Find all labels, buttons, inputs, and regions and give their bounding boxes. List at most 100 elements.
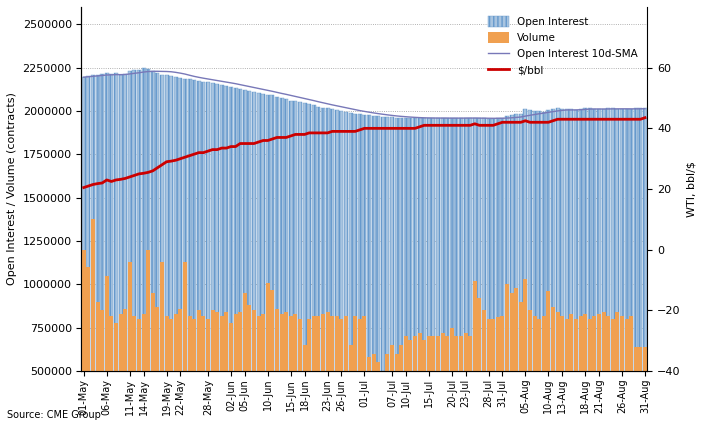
Bar xyxy=(316,316,321,422)
Bar xyxy=(477,118,482,422)
Bar xyxy=(496,118,500,422)
Bar xyxy=(211,311,214,422)
Bar xyxy=(579,316,583,422)
Bar xyxy=(243,90,247,422)
Bar xyxy=(611,108,614,422)
Bar xyxy=(119,314,122,422)
Bar xyxy=(82,77,86,422)
Bar xyxy=(312,316,316,422)
Bar xyxy=(257,316,261,422)
Bar xyxy=(436,336,440,422)
Bar xyxy=(528,110,532,422)
Bar xyxy=(560,109,564,422)
Bar xyxy=(372,354,375,422)
Bar xyxy=(413,118,417,422)
Bar xyxy=(280,314,283,422)
Bar xyxy=(629,316,633,422)
Bar xyxy=(583,108,587,422)
Bar xyxy=(312,105,316,422)
Bar xyxy=(298,319,302,422)
Bar xyxy=(353,114,357,422)
Bar xyxy=(358,319,362,422)
Bar xyxy=(427,336,431,422)
Bar xyxy=(620,109,624,422)
Bar xyxy=(551,307,555,422)
Bar xyxy=(174,314,178,422)
Bar xyxy=(257,93,261,422)
Bar xyxy=(468,336,472,422)
Bar xyxy=(542,112,546,422)
Bar xyxy=(491,119,495,422)
Bar xyxy=(413,336,417,422)
Bar xyxy=(519,302,523,422)
Bar xyxy=(325,312,330,422)
Bar xyxy=(546,291,550,422)
Bar xyxy=(423,340,426,422)
Bar xyxy=(404,336,408,422)
Bar xyxy=(215,84,219,422)
Bar xyxy=(408,340,413,422)
Bar xyxy=(289,316,292,422)
Bar xyxy=(123,309,127,422)
Bar xyxy=(179,78,182,422)
Bar xyxy=(211,83,214,422)
Bar xyxy=(335,316,339,422)
Bar xyxy=(233,88,238,422)
Bar xyxy=(165,316,169,422)
Bar xyxy=(524,109,527,422)
Bar xyxy=(537,319,541,422)
Bar xyxy=(197,311,201,422)
Bar xyxy=(220,316,224,422)
Bar xyxy=(262,94,265,422)
Bar xyxy=(340,319,343,422)
Bar xyxy=(188,79,191,422)
Bar xyxy=(155,307,160,422)
Bar xyxy=(606,108,610,422)
Bar xyxy=(266,95,270,422)
Bar xyxy=(105,73,109,422)
Bar xyxy=(459,118,463,422)
Bar xyxy=(519,114,523,422)
Bar xyxy=(160,262,164,422)
Bar xyxy=(169,76,173,422)
Bar xyxy=(454,336,458,422)
Bar xyxy=(569,314,574,422)
Bar xyxy=(202,81,205,422)
Bar xyxy=(302,345,307,422)
Bar xyxy=(330,316,334,422)
Bar xyxy=(344,112,348,422)
Bar xyxy=(247,91,252,422)
Bar xyxy=(459,336,463,422)
Bar xyxy=(289,100,292,422)
Bar xyxy=(611,319,614,422)
Bar xyxy=(298,103,302,422)
Bar xyxy=(262,314,265,422)
Bar xyxy=(96,75,100,422)
Bar xyxy=(643,347,647,422)
Bar xyxy=(275,97,279,422)
Bar xyxy=(385,354,389,422)
Bar xyxy=(238,312,242,422)
Bar xyxy=(514,288,518,422)
Bar xyxy=(321,108,325,422)
Bar xyxy=(394,118,399,422)
Bar xyxy=(514,114,518,422)
Bar xyxy=(408,118,413,422)
Bar xyxy=(423,118,426,422)
Bar xyxy=(399,118,403,422)
Bar xyxy=(583,314,587,422)
Bar xyxy=(593,109,596,422)
Bar xyxy=(349,113,352,422)
Bar xyxy=(91,76,95,422)
Bar xyxy=(128,262,131,422)
Bar xyxy=(146,68,150,422)
Bar xyxy=(376,362,380,422)
Bar xyxy=(215,312,219,422)
Bar xyxy=(432,118,435,422)
Bar xyxy=(367,357,371,422)
Bar xyxy=(634,347,638,422)
Bar xyxy=(137,319,141,422)
Bar xyxy=(86,76,90,422)
Bar xyxy=(358,114,362,422)
Bar xyxy=(463,118,467,422)
